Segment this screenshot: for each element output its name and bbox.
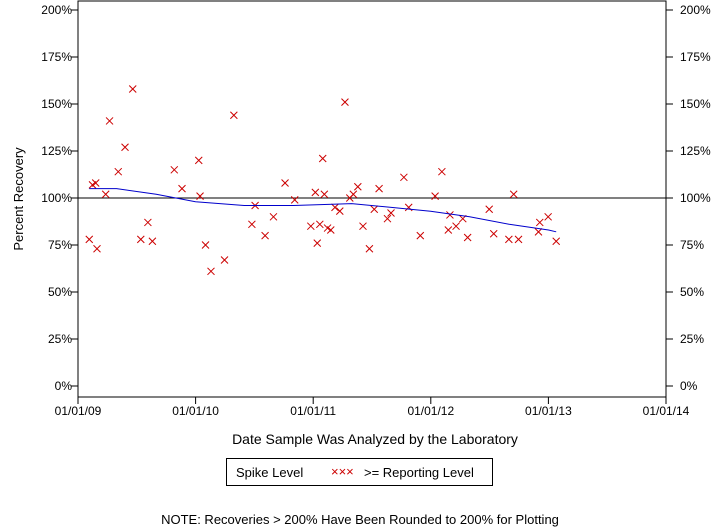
y-tick-label: 175% [41,50,72,64]
x-axis: 01/01/09 01/01/10 01/01/11 01/01/12 01/01/13… [55,397,690,418]
y-tick-label-right: 125% [680,144,711,158]
data-point [261,231,269,240]
data-point [311,188,320,197]
data-point [320,190,329,199]
data-point [353,182,362,191]
data-point [269,212,278,221]
data-point [431,192,439,200]
y-axis: 0% 25% 50% 75% 100% 125% 150% 175% 200% [41,3,78,393]
data-point [85,235,94,244]
y-axis-right: 0% 25% 50% 75% 100% 125% 150% 175% 200% [666,3,711,393]
data-point [194,156,203,165]
legend-title: Spike Level [236,465,304,480]
y-tick-label-right: 0% [680,379,698,393]
x-tick-label: 01/01/14 [643,404,690,418]
data-point [463,233,472,242]
data-point [91,179,100,187]
data-point [335,207,344,216]
data-point [201,241,210,249]
data-point [416,231,425,240]
footnote: NOTE: Recoveries > 200% Have Been Rounde… [161,512,559,527]
data-point [121,143,129,152]
data-point [93,244,101,253]
data-point [105,117,114,125]
data-point [230,111,238,120]
data-point [101,190,110,199]
data-point [178,184,186,193]
data-point [318,154,327,163]
x-tick-label: 01/01/10 [172,404,219,418]
data-point [485,205,494,214]
data-point [375,184,383,193]
data-point [452,222,460,231]
data-point [400,173,408,182]
data-point [534,227,543,236]
data-points [85,85,561,276]
data-point [220,256,229,264]
y-tick-label: 25% [48,332,72,346]
data-point [505,235,513,244]
data-point [404,203,413,212]
data-point [290,196,299,204]
legend-label: >= Reporting Level [364,465,474,480]
data-point [349,190,358,199]
data-point [207,267,215,276]
data-point [438,167,446,176]
y-tick-label: 75% [48,238,72,252]
data-point [248,220,256,229]
data-point [128,85,137,93]
data-point [387,209,395,217]
plot-frame [77,0,667,398]
data-point [509,190,518,199]
data-point [331,203,339,212]
data-point [148,237,157,246]
data-point [306,222,315,231]
data-point [196,192,204,200]
x-tick-label: 01/01/11 [290,404,336,418]
data-point [544,212,552,221]
legend: Spike Level ××× >= Reporting Level [226,458,493,486]
y-axis-title: Percent Recovery [11,147,26,251]
data-point [359,222,367,231]
data-point [365,244,374,253]
y-tick-label: 125% [41,144,72,158]
y-tick-label: 100% [41,191,72,205]
data-point [446,211,454,219]
data-point [315,220,324,229]
x-tick-label: 01/01/09 [55,404,102,418]
data-point [326,226,335,234]
data-point [444,226,453,234]
x-tick-label: 01/01/12 [407,404,454,418]
y-tick-label-right: 150% [680,97,711,111]
data-point [313,239,322,247]
y-tick-label-right: 175% [680,50,711,64]
trend-line [89,188,557,233]
data-point [144,218,152,227]
x-axis-title: Date Sample Was Analyzed by the Laborato… [232,431,518,447]
y-tick-label-right: 200% [680,3,711,17]
y-tick-label-right: 100% [680,191,711,205]
data-point [341,98,349,106]
data-point [114,167,123,176]
data-point [370,205,379,214]
data-point [535,218,544,227]
y-tick-label: 50% [48,285,72,299]
data-point [514,235,523,244]
data-point [136,235,145,244]
data-point [383,214,392,223]
y-tick-label: 200% [41,3,72,17]
data-point [552,237,561,246]
data-point [281,179,289,187]
data-point [170,165,179,174]
data-point [489,229,498,238]
legend-marker: ××× [331,464,354,479]
y-tick-label-right: 50% [680,285,704,299]
y-tick-label-right: 75% [680,238,704,252]
y-tick-label: 0% [55,379,73,393]
y-tick-label: 150% [41,97,72,111]
x-tick-label: 01/01/13 [525,404,572,418]
y-tick-label-right: 25% [680,332,704,346]
